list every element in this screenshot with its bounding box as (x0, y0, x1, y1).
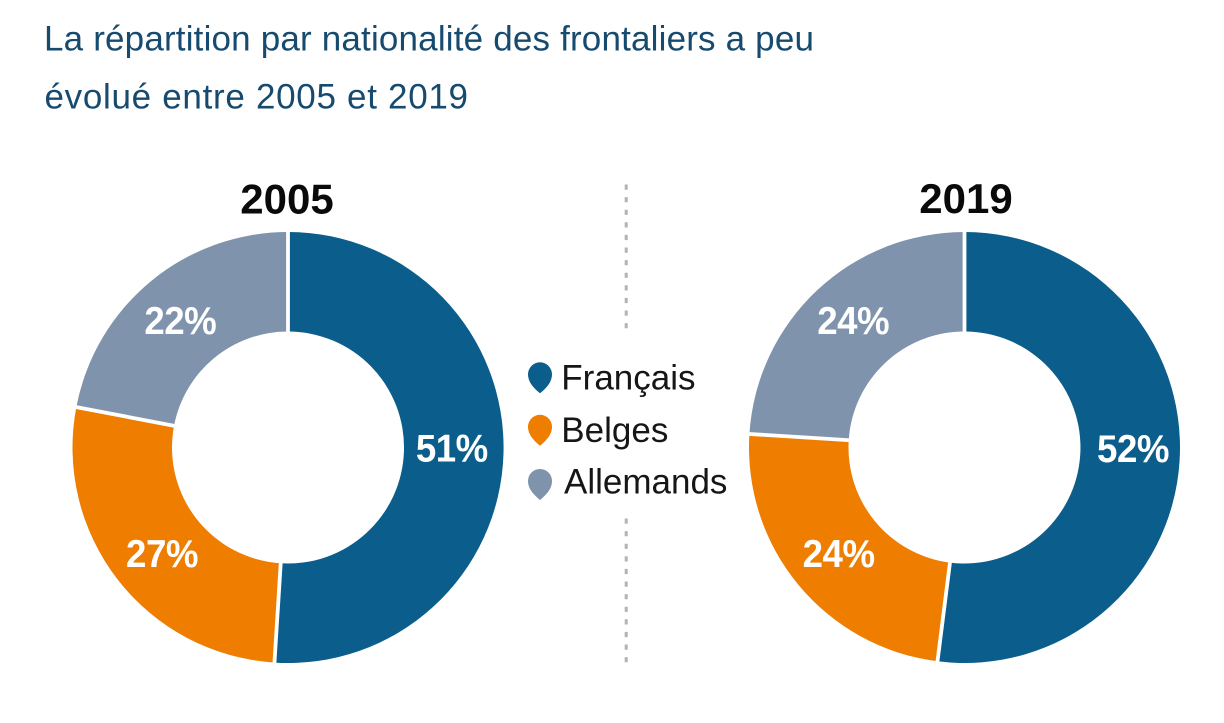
svg-text:24%: 24% (817, 300, 889, 343)
svg-text:22%: 22% (144, 300, 216, 343)
svg-text:Français: Français (561, 359, 695, 398)
svg-text:27%: 27% (126, 533, 198, 576)
svg-text:La répartition par nationalité: La répartition par nationalité des front… (44, 19, 814, 58)
svg-text:Belges: Belges (561, 411, 668, 450)
svg-text:51%: 51% (416, 427, 488, 470)
svg-text:2019: 2019 (919, 175, 1012, 222)
svg-text:Allemands: Allemands (564, 463, 727, 502)
svg-text:24%: 24% (803, 533, 875, 576)
svg-text:52%: 52% (1097, 428, 1169, 471)
svg-text:2005: 2005 (240, 176, 333, 223)
svg-text:évolué entre 2005 et 2019: évolué entre 2005 et 2019 (45, 78, 469, 117)
